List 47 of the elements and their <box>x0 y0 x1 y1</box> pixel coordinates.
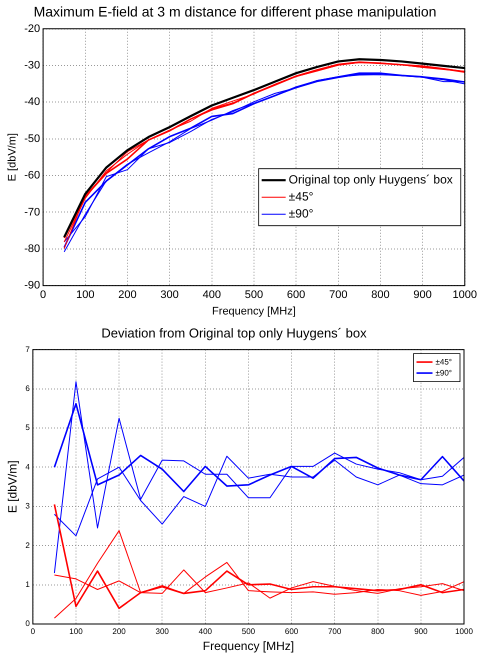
legend-label: Original top only Huygens´ box <box>288 172 453 187</box>
y-tick-label: 5 <box>25 423 30 432</box>
y-tick-label: 4 <box>25 462 30 472</box>
x-tick-label: 300 <box>160 289 179 302</box>
x-tick-label: 1000 <box>455 627 474 636</box>
x-tick-label: 400 <box>198 627 213 636</box>
x-tick-label: 600 <box>284 627 299 636</box>
x-tick-label: 400 <box>202 289 221 302</box>
x-tick-label: 800 <box>371 289 390 302</box>
y-tick-label: -20 <box>24 22 40 35</box>
legend-label: ±90° <box>288 206 314 221</box>
x-tick-label: 500 <box>244 289 264 302</box>
x-tick-label: 1000 <box>452 289 478 302</box>
x-tick-label: 200 <box>112 627 126 636</box>
legend-label: ±90° <box>436 368 452 378</box>
y-tick-label: -50 <box>24 132 40 145</box>
x-tick-label: 600 <box>286 289 306 302</box>
chart-title: Deviation from Original top only Huygens´ box <box>101 325 368 340</box>
x-tick-label: 700 <box>328 627 342 636</box>
x-axis-title: Frequency [MHz] <box>202 639 294 654</box>
x-tick-label: 200 <box>118 289 137 302</box>
y-tick-label: 1 <box>25 580 30 590</box>
y-tick-label: -80 <box>24 242 40 255</box>
y-tick-label: 6 <box>25 384 30 394</box>
legend-label: ±45° <box>436 357 452 366</box>
x-tick-label: 900 <box>413 289 432 302</box>
y-tick-label: -70 <box>24 206 40 218</box>
y-tick-label: 3 <box>25 502 30 511</box>
y-tick-label: 0 <box>25 619 30 628</box>
y-tick-label: -90 <box>24 280 40 292</box>
y-tick-label: -30 <box>24 60 40 72</box>
x-tick-label: 500 <box>242 627 256 636</box>
y-tick-label: 2 <box>25 540 30 550</box>
x-tick-label: 800 <box>371 627 385 636</box>
y-axis-title: E [dbV/m] <box>6 460 20 514</box>
x-tick-label: 900 <box>414 627 428 636</box>
x-axis-title: Frequency [MHz] <box>212 305 296 318</box>
y-tick-label: -40 <box>24 96 40 108</box>
x-tick-label: 100 <box>76 289 94 302</box>
y-tick-label: -60 <box>24 170 40 182</box>
legend-label: ±45° <box>288 190 314 204</box>
y-tick-label: 7 <box>25 344 30 354</box>
chart-title: Maximum E-field at 3 m distance for different phase manipulation <box>34 3 436 20</box>
x-tick-label: 300 <box>156 627 170 636</box>
x-tick-label: 700 <box>329 289 348 302</box>
x-tick-label: 100 <box>69 627 84 636</box>
y-axis-title: E [dbV/m] <box>6 133 19 182</box>
